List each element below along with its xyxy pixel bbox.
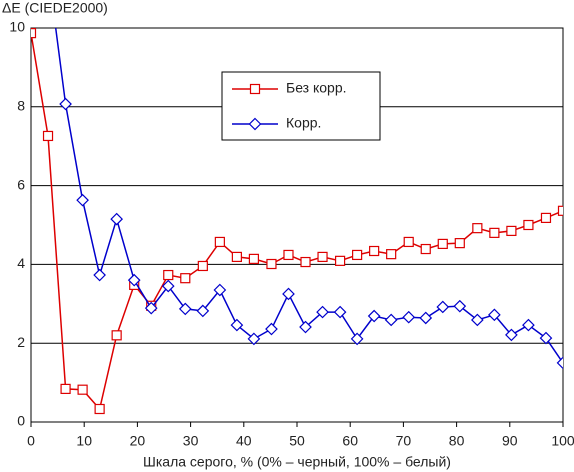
marker	[42, 130, 54, 142]
marker	[93, 268, 106, 282]
legend-box	[221, 71, 381, 141]
marker	[403, 236, 414, 248]
y-tick-label: 2	[17, 334, 25, 350]
marker	[556, 356, 563, 370]
marker	[350, 332, 364, 346]
y-tick-label: 4	[17, 255, 25, 271]
marker	[505, 328, 518, 342]
marker	[523, 219, 534, 231]
marker	[300, 256, 311, 268]
marker	[384, 313, 398, 327]
legend-label: Корр.	[286, 115, 321, 131]
x-axis-label: Шкала серого, % (0% – черный, 100% – бел…	[143, 454, 451, 470]
marker	[163, 269, 174, 281]
plot-frame	[30, 27, 564, 423]
marker	[197, 260, 208, 272]
marker	[265, 322, 278, 336]
marker	[59, 97, 72, 111]
marker	[77, 384, 88, 395]
x-tick-label: 40	[236, 433, 252, 449]
marker	[369, 245, 380, 257]
marker	[453, 299, 467, 313]
marker	[231, 251, 242, 263]
marker	[249, 83, 261, 95]
marker	[283, 249, 294, 261]
marker	[248, 253, 260, 264]
marker	[522, 318, 535, 332]
marker	[454, 238, 465, 249]
marker	[266, 258, 277, 270]
marker	[334, 255, 346, 266]
y-tick-label: 10	[9, 19, 25, 35]
x-tick-label: 20	[130, 433, 146, 449]
marker	[472, 223, 483, 234]
x-tick-label: 30	[183, 433, 199, 449]
marker	[196, 304, 210, 318]
chart-title: ΔE (CIEDE2000)	[2, 0, 108, 16]
marker	[316, 305, 329, 319]
x-tick-label: 50	[289, 433, 305, 449]
marker	[557, 205, 563, 216]
marker	[111, 330, 122, 341]
x-tick-label: 100	[551, 433, 574, 449]
marker	[248, 117, 262, 131]
marker	[539, 331, 553, 345]
marker	[127, 273, 141, 287]
marker	[144, 301, 158, 315]
marker	[161, 279, 175, 293]
marker	[317, 251, 328, 263]
marker	[420, 243, 431, 255]
marker	[214, 236, 225, 248]
y-tick-label: 0	[17, 413, 25, 429]
x-tick-label: 0	[27, 433, 35, 449]
y-tick-label: 8	[17, 98, 25, 114]
marker	[352, 249, 363, 261]
marker	[506, 225, 517, 237]
y-tick-label: 6	[17, 176, 25, 192]
marker	[367, 309, 381, 323]
marker	[213, 283, 227, 297]
marker	[437, 238, 448, 250]
marker	[76, 193, 89, 207]
marker	[470, 313, 484, 327]
marker	[419, 311, 433, 325]
marker	[180, 273, 191, 284]
legend-label: Без корр.	[286, 80, 347, 96]
x-tick-label: 80	[449, 433, 465, 449]
marker	[60, 383, 71, 395]
marker	[31, 28, 37, 39]
marker	[94, 403, 105, 415]
marker	[489, 227, 500, 238]
marker	[540, 212, 552, 224]
plot-area	[31, 28, 563, 415]
x-tick-label: 70	[396, 433, 412, 449]
marker	[488, 308, 501, 322]
x-tick-label: 60	[342, 433, 358, 449]
marker	[386, 249, 397, 260]
x-tick-label: 90	[502, 433, 518, 449]
marker	[247, 332, 261, 346]
marker	[402, 310, 416, 324]
marker	[178, 302, 192, 316]
marker	[333, 305, 347, 319]
marker	[436, 300, 450, 314]
marker	[110, 212, 124, 226]
marker	[299, 320, 312, 334]
x-tick-label: 10	[76, 433, 92, 449]
marker	[282, 287, 295, 301]
marker	[230, 318, 244, 332]
